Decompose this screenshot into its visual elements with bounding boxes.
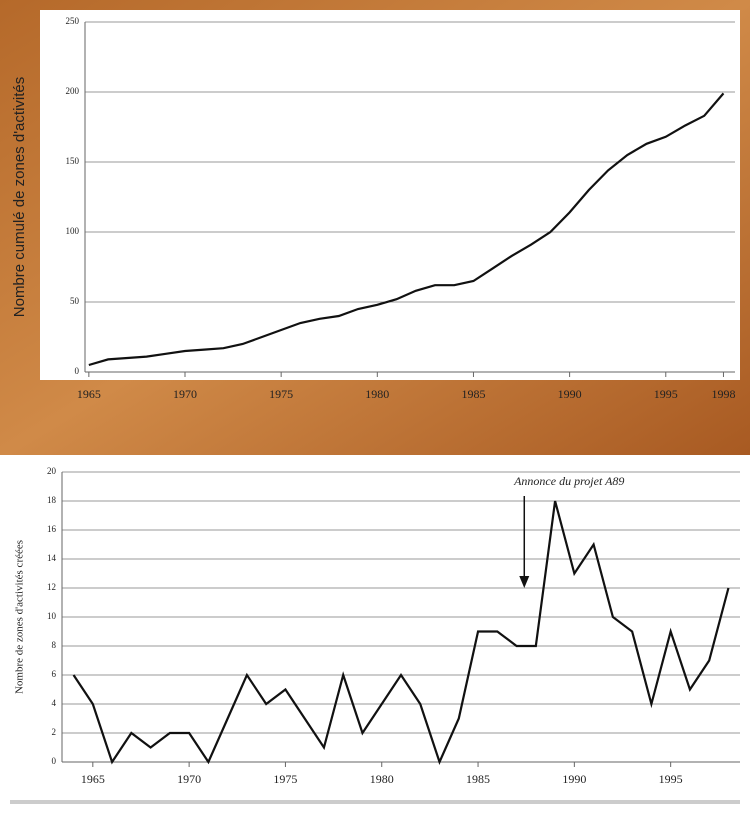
- y-tick-label: 20: [47, 466, 57, 476]
- bottom-rule: [10, 800, 740, 804]
- x-tick-label: 1985: [466, 772, 490, 786]
- top-panel: [40, 10, 740, 380]
- x-tick-label: 1980: [365, 387, 389, 401]
- y-tick-label: 2: [52, 727, 57, 737]
- y-tick-label: 10: [47, 611, 57, 621]
- y-axis-label: Nombre de zones d'activités créées: [14, 540, 26, 694]
- x-tick-label: 1970: [173, 387, 197, 401]
- y-tick-label: 150: [66, 156, 80, 166]
- x-tick-label: 1990: [558, 387, 582, 401]
- y-tick-label: 0: [52, 756, 57, 766]
- y-tick-label: 200: [66, 86, 80, 96]
- data-line: [88, 92, 725, 367]
- annotation: Annonce du projet A89: [513, 474, 624, 488]
- y-axis-label: Nombre cumulé de zones d'activités: [11, 77, 28, 317]
- y-tick-label: 12: [47, 582, 56, 592]
- x-tick-label: 1965: [81, 772, 105, 786]
- x-tick-label: 1980: [370, 772, 394, 786]
- x-tick-label: 1990: [562, 772, 586, 786]
- y-tick-label: 50: [70, 296, 80, 306]
- x-tick-label: 1995: [654, 387, 678, 401]
- x-tick-label: 1995: [659, 772, 683, 786]
- x-tick-label: 1985: [461, 387, 485, 401]
- y-tick-label: 16: [47, 524, 57, 534]
- y-tick-label: 18: [47, 495, 57, 505]
- y-tick-label: 8: [52, 640, 57, 650]
- x-tick-label: 1970: [177, 772, 201, 786]
- y-tick-label: 4: [52, 698, 57, 708]
- y-tick-label: 6: [52, 669, 57, 679]
- y-tick-label: 14: [47, 553, 57, 563]
- y-tick-label: 100: [66, 226, 80, 236]
- x-tick-label: 1965: [77, 387, 101, 401]
- x-tick-label: 1975: [269, 387, 293, 401]
- y-tick-label: 0: [75, 366, 80, 376]
- arrow-head: [519, 576, 530, 588]
- x-tick-label: 1975: [273, 772, 297, 786]
- y-tick-label: 250: [66, 16, 80, 26]
- data-line: [72, 500, 730, 766]
- x-tick-label: 1998: [711, 387, 735, 401]
